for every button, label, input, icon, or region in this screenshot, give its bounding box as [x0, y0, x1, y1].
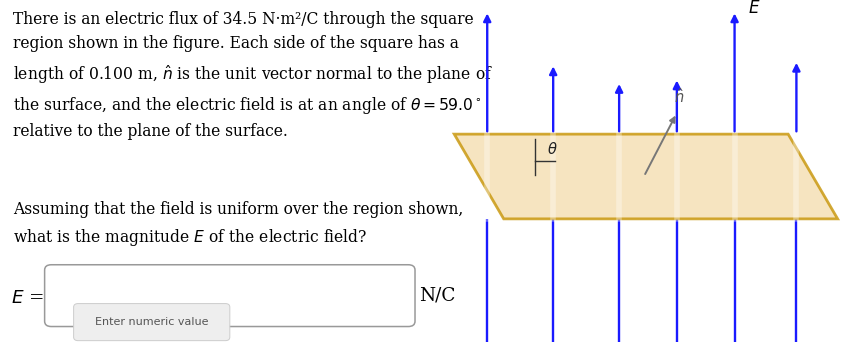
Text: $\hat{n}$: $\hat{n}$ [674, 87, 684, 106]
Text: Assuming that the field is uniform over the region shown,
what is the magnitude : Assuming that the field is uniform over … [14, 201, 463, 248]
Polygon shape [454, 134, 837, 219]
Text: There is an electric flux of 34.5 N·m²/C through the square
region shown in the : There is an electric flux of 34.5 N·m²/C… [14, 11, 493, 140]
Text: $E$ =: $E$ = [11, 289, 44, 307]
Text: Enter numeric value: Enter numeric value [95, 317, 208, 327]
FancyBboxPatch shape [44, 265, 415, 327]
Text: $\theta$: $\theta$ [547, 141, 558, 157]
Text: N/C: N/C [420, 287, 456, 305]
Text: $\vec{E}$: $\vec{E}$ [748, 0, 761, 18]
FancyBboxPatch shape [74, 304, 230, 341]
